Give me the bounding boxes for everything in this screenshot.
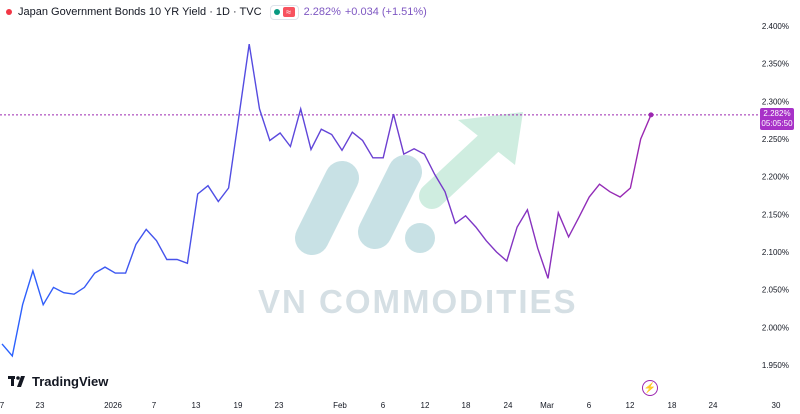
status-pill[interactable]: ≈ xyxy=(269,4,299,20)
last-price-countdown: 05:05:50 xyxy=(761,119,793,128)
y-axis: 1.950% 2.000% 2.050% 2.100% 2.150% 2.200% 2.25… xyxy=(762,22,789,370)
wave-icon: ≈ xyxy=(282,7,295,17)
market-status-icon xyxy=(273,9,280,15)
status-dot xyxy=(6,9,12,15)
x-tick-label: 6 xyxy=(381,401,386,410)
x-tick-label: 19 xyxy=(234,401,243,410)
last-price-label: 2.282% 05:05:50 xyxy=(760,108,794,130)
price-change: +0.034 (+1.51%) xyxy=(344,6,427,18)
symbol-title[interactable]: Japan Government Bonds 10 YR Yield · 1D … xyxy=(18,6,262,18)
x-tick-label: 30 xyxy=(772,401,781,410)
watermark-bar-2 xyxy=(358,155,422,249)
y-tick-label: 2.250% xyxy=(762,135,789,144)
x-tick-label: 12 xyxy=(421,401,430,410)
watermark-bar-1 xyxy=(295,161,359,255)
y-tick-label: 2.050% xyxy=(762,286,789,295)
x-tick-label: 7 xyxy=(0,401,5,410)
x-tick-label: 18 xyxy=(668,401,677,410)
x-axis: 7 23 2026 7 13 19 23 Feb 6 12 18 24 Mar 6 12 18 24 30 xyxy=(0,401,781,410)
brand-name: TradingView xyxy=(32,374,109,389)
x-tick-label: 23 xyxy=(275,401,284,410)
y-tick-label: 2.300% xyxy=(762,97,789,106)
series-line xyxy=(1,43,652,358)
current-price: 2.282% xyxy=(303,6,341,18)
x-tick-label: 24 xyxy=(709,401,718,410)
y-tick-label: 1.950% xyxy=(762,361,789,370)
last-price-value: 2.282% xyxy=(763,109,791,118)
tradingview-icon xyxy=(8,375,25,387)
x-tick-label: 2026 xyxy=(104,401,122,410)
watermark-logo xyxy=(295,112,523,255)
chart-header: Japan Government Bonds 10 YR Yield · 1D … xyxy=(6,4,427,20)
x-tick-label: Mar xyxy=(540,401,554,410)
y-tick-label: 2.150% xyxy=(762,210,789,219)
y-tick-label: 2.400% xyxy=(762,22,789,31)
x-tick-label: Feb xyxy=(333,401,347,410)
last-price-marker xyxy=(648,112,654,118)
lightning-icon[interactable]: ⚡ xyxy=(642,380,658,396)
y-tick-label: 2.000% xyxy=(762,323,789,332)
x-tick-label: 7 xyxy=(152,401,157,410)
y-tick-label: 2.200% xyxy=(762,173,789,182)
tradingview-logo[interactable]: TradingView xyxy=(8,374,108,389)
x-tick-label: 23 xyxy=(36,401,45,410)
x-tick-label: 13 xyxy=(192,401,201,410)
watermark-text: VN COMMODITIES xyxy=(258,283,578,320)
y-tick-label: 2.100% xyxy=(762,248,789,257)
watermark-dot xyxy=(405,223,435,253)
x-tick-label: 24 xyxy=(504,401,513,410)
y-tick-label: 2.350% xyxy=(762,60,789,69)
x-tick-label: 6 xyxy=(587,401,592,410)
x-tick-label: 18 xyxy=(462,401,471,410)
x-tick-label: 12 xyxy=(626,401,635,410)
watermark-arrow-head xyxy=(458,112,523,165)
